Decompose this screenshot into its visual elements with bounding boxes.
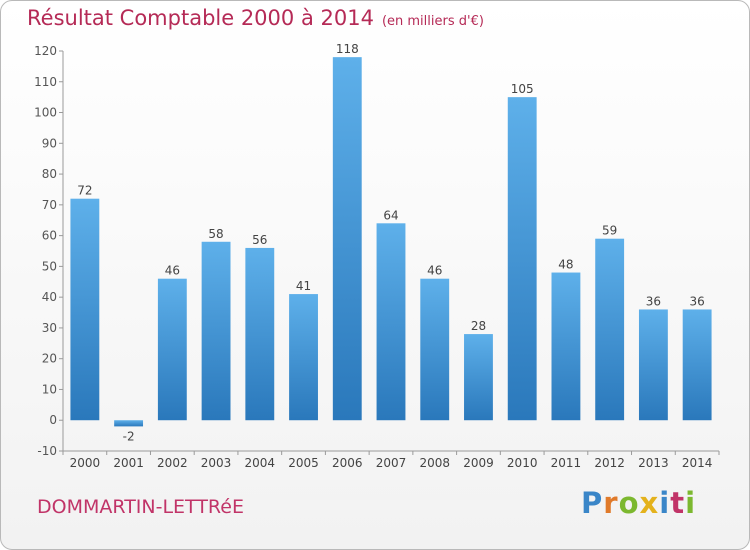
bar-2012: [595, 238, 625, 421]
bar-value-label: 56: [252, 233, 267, 247]
y-tick-label: 110: [34, 75, 57, 89]
bar-value-label: 59: [602, 224, 617, 238]
x-tick-label: 2010: [507, 456, 538, 470]
x-tick-label: 2001: [113, 456, 144, 470]
logo-letter: r: [603, 486, 619, 520]
bar-2007: [376, 223, 406, 421]
bar-value-label: 28: [471, 319, 486, 333]
y-tick-label: 20: [42, 352, 57, 366]
bar-value-label: -2: [123, 429, 135, 443]
y-tick-label: 0: [49, 413, 57, 427]
bar-2010: [507, 97, 537, 421]
bar-2013: [638, 309, 668, 421]
logo-letter: o: [618, 486, 640, 520]
bar-value-label: 118: [336, 42, 359, 56]
logo-letter: P: [581, 486, 604, 520]
bar-2002: [157, 278, 187, 421]
bar-2006: [332, 57, 362, 421]
bar-2014: [682, 309, 712, 421]
y-tick-label: 100: [34, 106, 57, 120]
x-tick-label: 2007: [376, 456, 407, 470]
x-tick-label: 2011: [551, 456, 582, 470]
x-tick-label: 2000: [70, 456, 101, 470]
chart-labels: 72 2000 -2 2001 46 2002 58 2003 56 2004 41 2005 118 2…: [70, 42, 713, 470]
bar-2000: [70, 198, 100, 421]
logo-letter: i: [685, 486, 697, 520]
bar-value-label: 72: [77, 184, 92, 198]
y-tick-label: -10: [37, 444, 57, 458]
bar-2005: [289, 294, 318, 421]
y-tick-label: 10: [42, 382, 57, 396]
town-name: DOMMARTIN-LETTRéE: [37, 496, 244, 518]
y-tick-label: 120: [34, 44, 57, 58]
bar-2004: [245, 247, 275, 421]
y-tick-label: 70: [42, 198, 57, 212]
bar-value-label: 46: [427, 264, 442, 278]
logo-letter: i: [659, 486, 671, 520]
chart-axes: -10 0 10 20 30 40 50 60 70 80 90 100 110 120: [34, 44, 720, 458]
x-tick-label: 2002: [157, 456, 188, 470]
logo-letter: t: [670, 486, 686, 520]
y-tick-label: 40: [42, 290, 57, 304]
y-tick-label: 30: [42, 321, 57, 335]
bar-value-label: 36: [646, 294, 661, 308]
chart-subtitle: (en milliers d'€): [381, 14, 484, 29]
chart-title: Résultat Comptable 2000 à 2014 (en millie…: [27, 6, 484, 30]
bar-value-label: 41: [296, 279, 311, 293]
bar-2009: [464, 334, 493, 421]
bar-value-label: 48: [558, 258, 573, 272]
y-tick-label: 80: [42, 167, 57, 181]
bar-2008: [420, 278, 450, 421]
chart-title-text: Résultat Comptable 2000 à 2014: [27, 6, 374, 30]
bar-value-label: 105: [511, 82, 534, 96]
y-tick-label: 50: [42, 259, 57, 273]
proxiti-logo: Proxiti: [581, 486, 696, 520]
y-tick-label: 60: [42, 229, 57, 243]
x-tick-label: 2008: [419, 456, 450, 470]
bar-2011: [551, 272, 581, 421]
x-tick-label: 2004: [245, 456, 276, 470]
bar-value-label: 46: [165, 264, 180, 278]
y-tick-label: 90: [42, 136, 57, 150]
x-tick-label: 2013: [638, 456, 669, 470]
bar-2003: [201, 241, 231, 421]
bar-2001: [114, 420, 144, 427]
x-tick-label: 2014: [682, 456, 713, 470]
x-tick-label: 2009: [463, 456, 494, 470]
x-tick-label: 2012: [594, 456, 625, 470]
bar-value-label: 64: [383, 208, 398, 222]
logo-letter: x: [639, 486, 660, 520]
bar-value-label: 36: [689, 294, 704, 308]
x-tick-label: 2003: [201, 456, 232, 470]
chart-bars: [70, 57, 712, 427]
bar-value-label: 58: [208, 227, 223, 241]
x-tick-label: 2005: [288, 456, 319, 470]
x-tick-label: 2006: [332, 456, 363, 470]
